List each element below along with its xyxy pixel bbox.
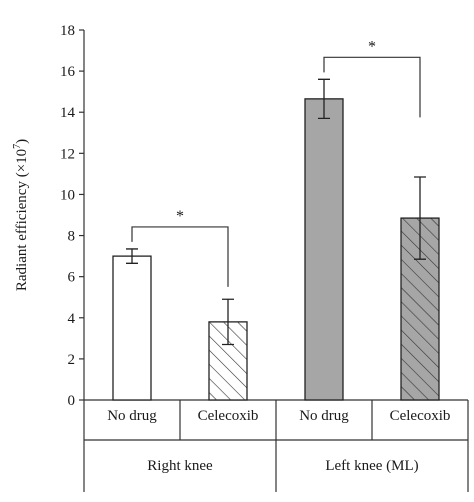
category-labels: No drug Celecoxib No drug Celecoxib Right kn… xyxy=(107,408,450,474)
category-label: Celecoxib xyxy=(390,408,451,424)
error-bar-0-1 xyxy=(222,298,234,346)
group-label: Right knee xyxy=(147,458,213,474)
y-tick-label: 4 xyxy=(68,311,76,327)
error-bar-1-1 xyxy=(414,176,426,260)
y-tick-label: 10 xyxy=(60,187,75,203)
significance-bracket-1 xyxy=(323,56,421,118)
axes: 0 2 4 6 8 10 12 14 16 18 xyxy=(60,23,469,492)
error-bars xyxy=(126,78,426,346)
significance-brackets: ** xyxy=(131,38,421,287)
y-tick-label: 0 xyxy=(68,393,76,409)
y-tick-label: 6 xyxy=(68,270,76,286)
y-axis-label: Radiant efficiency (×107) xyxy=(12,139,30,291)
y-tick-label: 8 xyxy=(68,229,76,245)
error-bar-0-0 xyxy=(126,248,138,264)
y-tick-label: 2 xyxy=(68,352,76,368)
y-tick-label: 12 xyxy=(60,146,75,162)
significance-bracket-0 xyxy=(131,226,229,287)
y-tick-label: 16 xyxy=(60,64,76,80)
y-tick-label: 14 xyxy=(60,105,76,121)
bar-1-0 xyxy=(304,98,344,401)
bar-0-0 xyxy=(112,255,152,401)
category-label: No drug xyxy=(107,408,157,424)
category-label: Celecoxib xyxy=(198,408,259,424)
significance-star: * xyxy=(176,208,184,225)
significance-star: * xyxy=(368,38,376,55)
group-label: Left knee (ML) xyxy=(325,458,418,474)
category-label: No drug xyxy=(299,408,349,424)
bars xyxy=(112,98,440,401)
y-tick-label: 18 xyxy=(60,23,75,39)
error-bar-1-0 xyxy=(318,78,330,120)
